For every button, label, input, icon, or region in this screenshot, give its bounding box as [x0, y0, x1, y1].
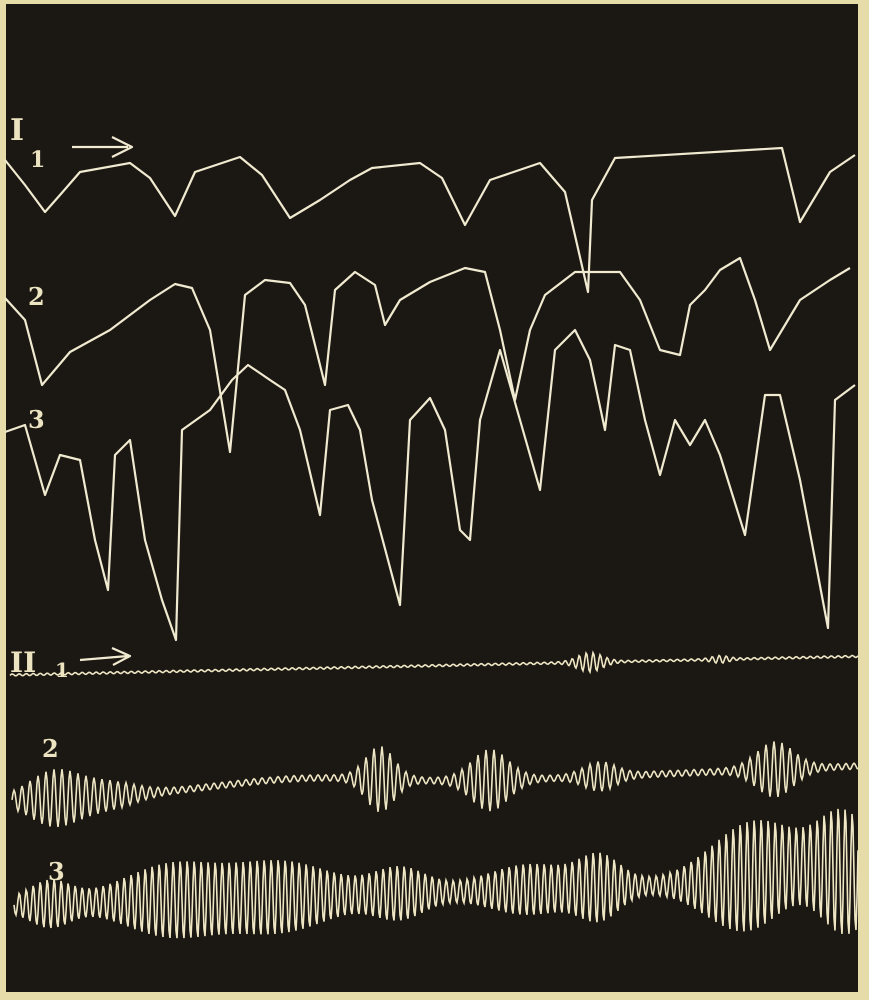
arrow	[72, 136, 134, 158]
trace-label: 2	[42, 734, 59, 763]
trace-label: 3	[28, 405, 45, 434]
trace	[4, 328, 856, 642]
trace-label: 2	[28, 282, 45, 311]
trace-label: 3	[48, 857, 65, 886]
trace	[4, 256, 851, 454]
trace	[13, 808, 859, 939]
trace	[11, 741, 859, 827]
panel-label: I	[10, 113, 24, 148]
plate	[6, 4, 858, 992]
trace-label: 1	[55, 658, 69, 682]
arrow	[79, 646, 132, 666]
oscillations	[9, 650, 859, 939]
trace-label: 1	[30, 147, 45, 173]
trace	[9, 650, 859, 677]
trace	[4, 146, 856, 294]
